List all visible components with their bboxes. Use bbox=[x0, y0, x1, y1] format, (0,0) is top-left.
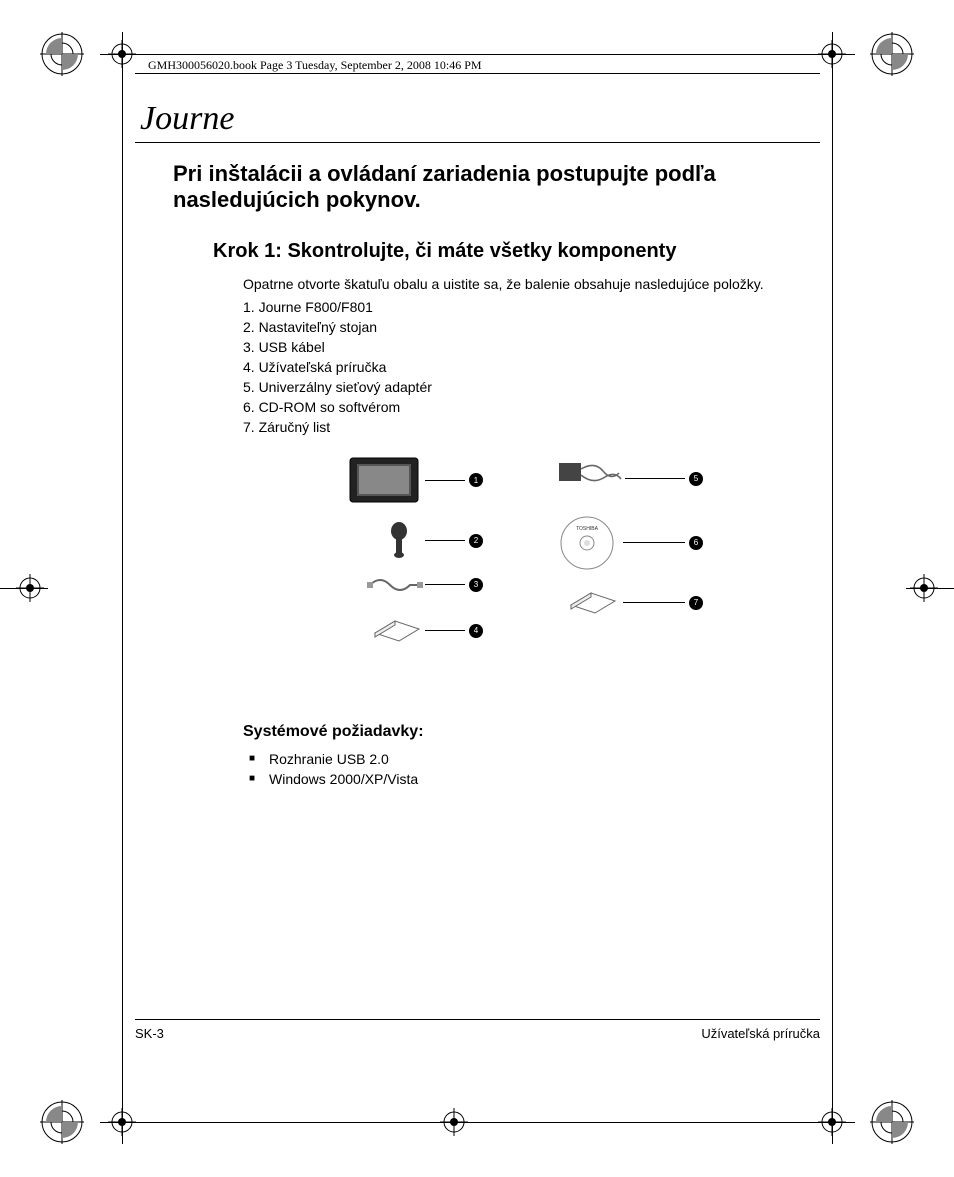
manual-icon bbox=[371, 613, 425, 649]
adapter-icon bbox=[555, 457, 625, 501]
leader-line bbox=[625, 478, 685, 479]
leader-line bbox=[425, 480, 465, 481]
cd-icon: TOSHIBA bbox=[557, 515, 623, 571]
reg-mark-icon bbox=[40, 32, 84, 76]
callout-number: 6 bbox=[689, 536, 703, 550]
brand-logo: Journe bbox=[140, 100, 820, 138]
footer-rule bbox=[135, 1019, 820, 1020]
list-item: 4. Užívateľská príručka bbox=[243, 359, 820, 375]
crop-line bbox=[100, 1122, 855, 1123]
callout-number: 2 bbox=[469, 534, 483, 548]
photo-frame-icon bbox=[345, 453, 425, 508]
step-title: Krok 1: Skontrolujte, či máte všetky kom… bbox=[213, 240, 820, 263]
list-item: 1. Journe F800/F801 bbox=[243, 299, 820, 315]
crop-line bbox=[906, 588, 954, 589]
leader-line bbox=[425, 540, 465, 541]
list-item: Windows 2000/XP/Vista bbox=[243, 771, 820, 787]
crop-line bbox=[122, 32, 123, 1144]
header-rule bbox=[135, 73, 820, 74]
list-item: Rozhranie USB 2.0 bbox=[243, 751, 820, 767]
leader-line bbox=[425, 584, 465, 585]
callout-number: 1 bbox=[469, 473, 483, 487]
main-title: Pri inštalácii a ovládaní zariadenia pos… bbox=[173, 161, 820, 214]
crop-line bbox=[832, 32, 833, 1144]
title-rule bbox=[135, 142, 820, 143]
callout-number: 4 bbox=[469, 624, 483, 638]
list-item: 7. Záručný list bbox=[243, 419, 820, 435]
reg-mark-icon bbox=[870, 32, 914, 76]
sysreq-list: Rozhranie USB 2.0 Windows 2000/XP/Vista bbox=[243, 751, 820, 787]
crop-line bbox=[0, 588, 48, 589]
component-diagram: 1 2 3 4 5 bbox=[345, 453, 785, 683]
callout-number: 5 bbox=[689, 472, 703, 486]
usb-cable-icon bbox=[365, 573, 425, 597]
crop-line bbox=[100, 54, 855, 55]
intro-text: Opatrne otvorte škatuľu obalu a uistite … bbox=[243, 275, 780, 293]
reg-mark-icon bbox=[40, 1100, 84, 1144]
list-item: 3. USB kábel bbox=[243, 339, 820, 355]
reg-mark-icon bbox=[870, 1100, 914, 1144]
stand-icon bbox=[379, 521, 425, 561]
warranty-icon bbox=[567, 585, 623, 621]
component-list: 1. Journe F800/F801 2. Nastaviteľný stoj… bbox=[243, 299, 820, 435]
callout-number: 7 bbox=[689, 596, 703, 610]
list-item: 6. CD-ROM so softvérom bbox=[243, 399, 820, 415]
leader-line bbox=[623, 542, 685, 543]
svg-text:TOSHIBA: TOSHIBA bbox=[576, 526, 599, 532]
callout-number: 3 bbox=[469, 578, 483, 592]
page-footer: SK-3 Užívateľská príručka bbox=[135, 1019, 820, 1041]
sysreq-title: Systémové požiadavky: bbox=[243, 723, 820, 741]
page-number: SK-3 bbox=[135, 1026, 164, 1041]
list-item: 2. Nastaviteľný stojan bbox=[243, 319, 820, 335]
leader-line bbox=[425, 630, 465, 631]
list-item: 5. Univerzálny sieťový adaptér bbox=[243, 379, 820, 395]
header-stamp: GMH300056020.book Page 3 Tuesday, Septem… bbox=[148, 58, 482, 73]
page-content: Journe Pri inštalácii a ovládaní zariade… bbox=[135, 100, 820, 791]
footer-title: Užívateľská príručka bbox=[701, 1026, 820, 1041]
leader-line bbox=[623, 602, 685, 603]
